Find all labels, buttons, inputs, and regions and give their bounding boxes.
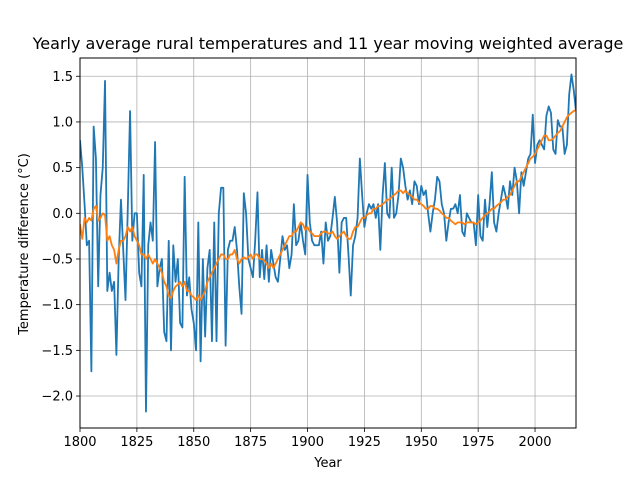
x-tick-label: 1825 bbox=[120, 435, 153, 450]
x-tick-label: 1925 bbox=[348, 435, 381, 450]
y-tick-label: −1.0 bbox=[41, 298, 73, 313]
x-tick-label: 1900 bbox=[291, 435, 324, 450]
x-tick-label: 1975 bbox=[462, 435, 495, 450]
x-tick-label: 1875 bbox=[234, 435, 267, 450]
y-tick-label: 0.0 bbox=[52, 207, 73, 222]
y-tick-label: −1.5 bbox=[41, 344, 73, 359]
series-line-yearly bbox=[80, 73, 576, 413]
x-axis-label: Year bbox=[313, 456, 342, 471]
x-tick-label: 1850 bbox=[177, 435, 210, 450]
axis-ticks: 1800 1825 1850 1875 1900 1925 1950 1975 2000 −2.0… bbox=[41, 70, 551, 450]
series-lines bbox=[80, 73, 576, 413]
y-tick-label: 0.5 bbox=[52, 161, 73, 176]
x-tick-label: 1950 bbox=[405, 435, 438, 450]
series-line-moving-average bbox=[80, 109, 576, 301]
plot-frame bbox=[79, 57, 577, 429]
y-axis-label: Temperature difference (°C) bbox=[17, 153, 32, 336]
y-tick-label: −0.5 bbox=[41, 252, 73, 267]
x-tick-label: 1800 bbox=[63, 435, 96, 450]
x-tick-label: 2000 bbox=[518, 435, 551, 450]
chart-title: Yearly average rural temperatures and 11… bbox=[32, 34, 624, 53]
y-tick-label: 1.0 bbox=[52, 115, 73, 130]
y-tick-label: 1.5 bbox=[52, 70, 73, 85]
grid-lines bbox=[79, 58, 576, 428]
y-tick-label: −2.0 bbox=[41, 390, 73, 405]
